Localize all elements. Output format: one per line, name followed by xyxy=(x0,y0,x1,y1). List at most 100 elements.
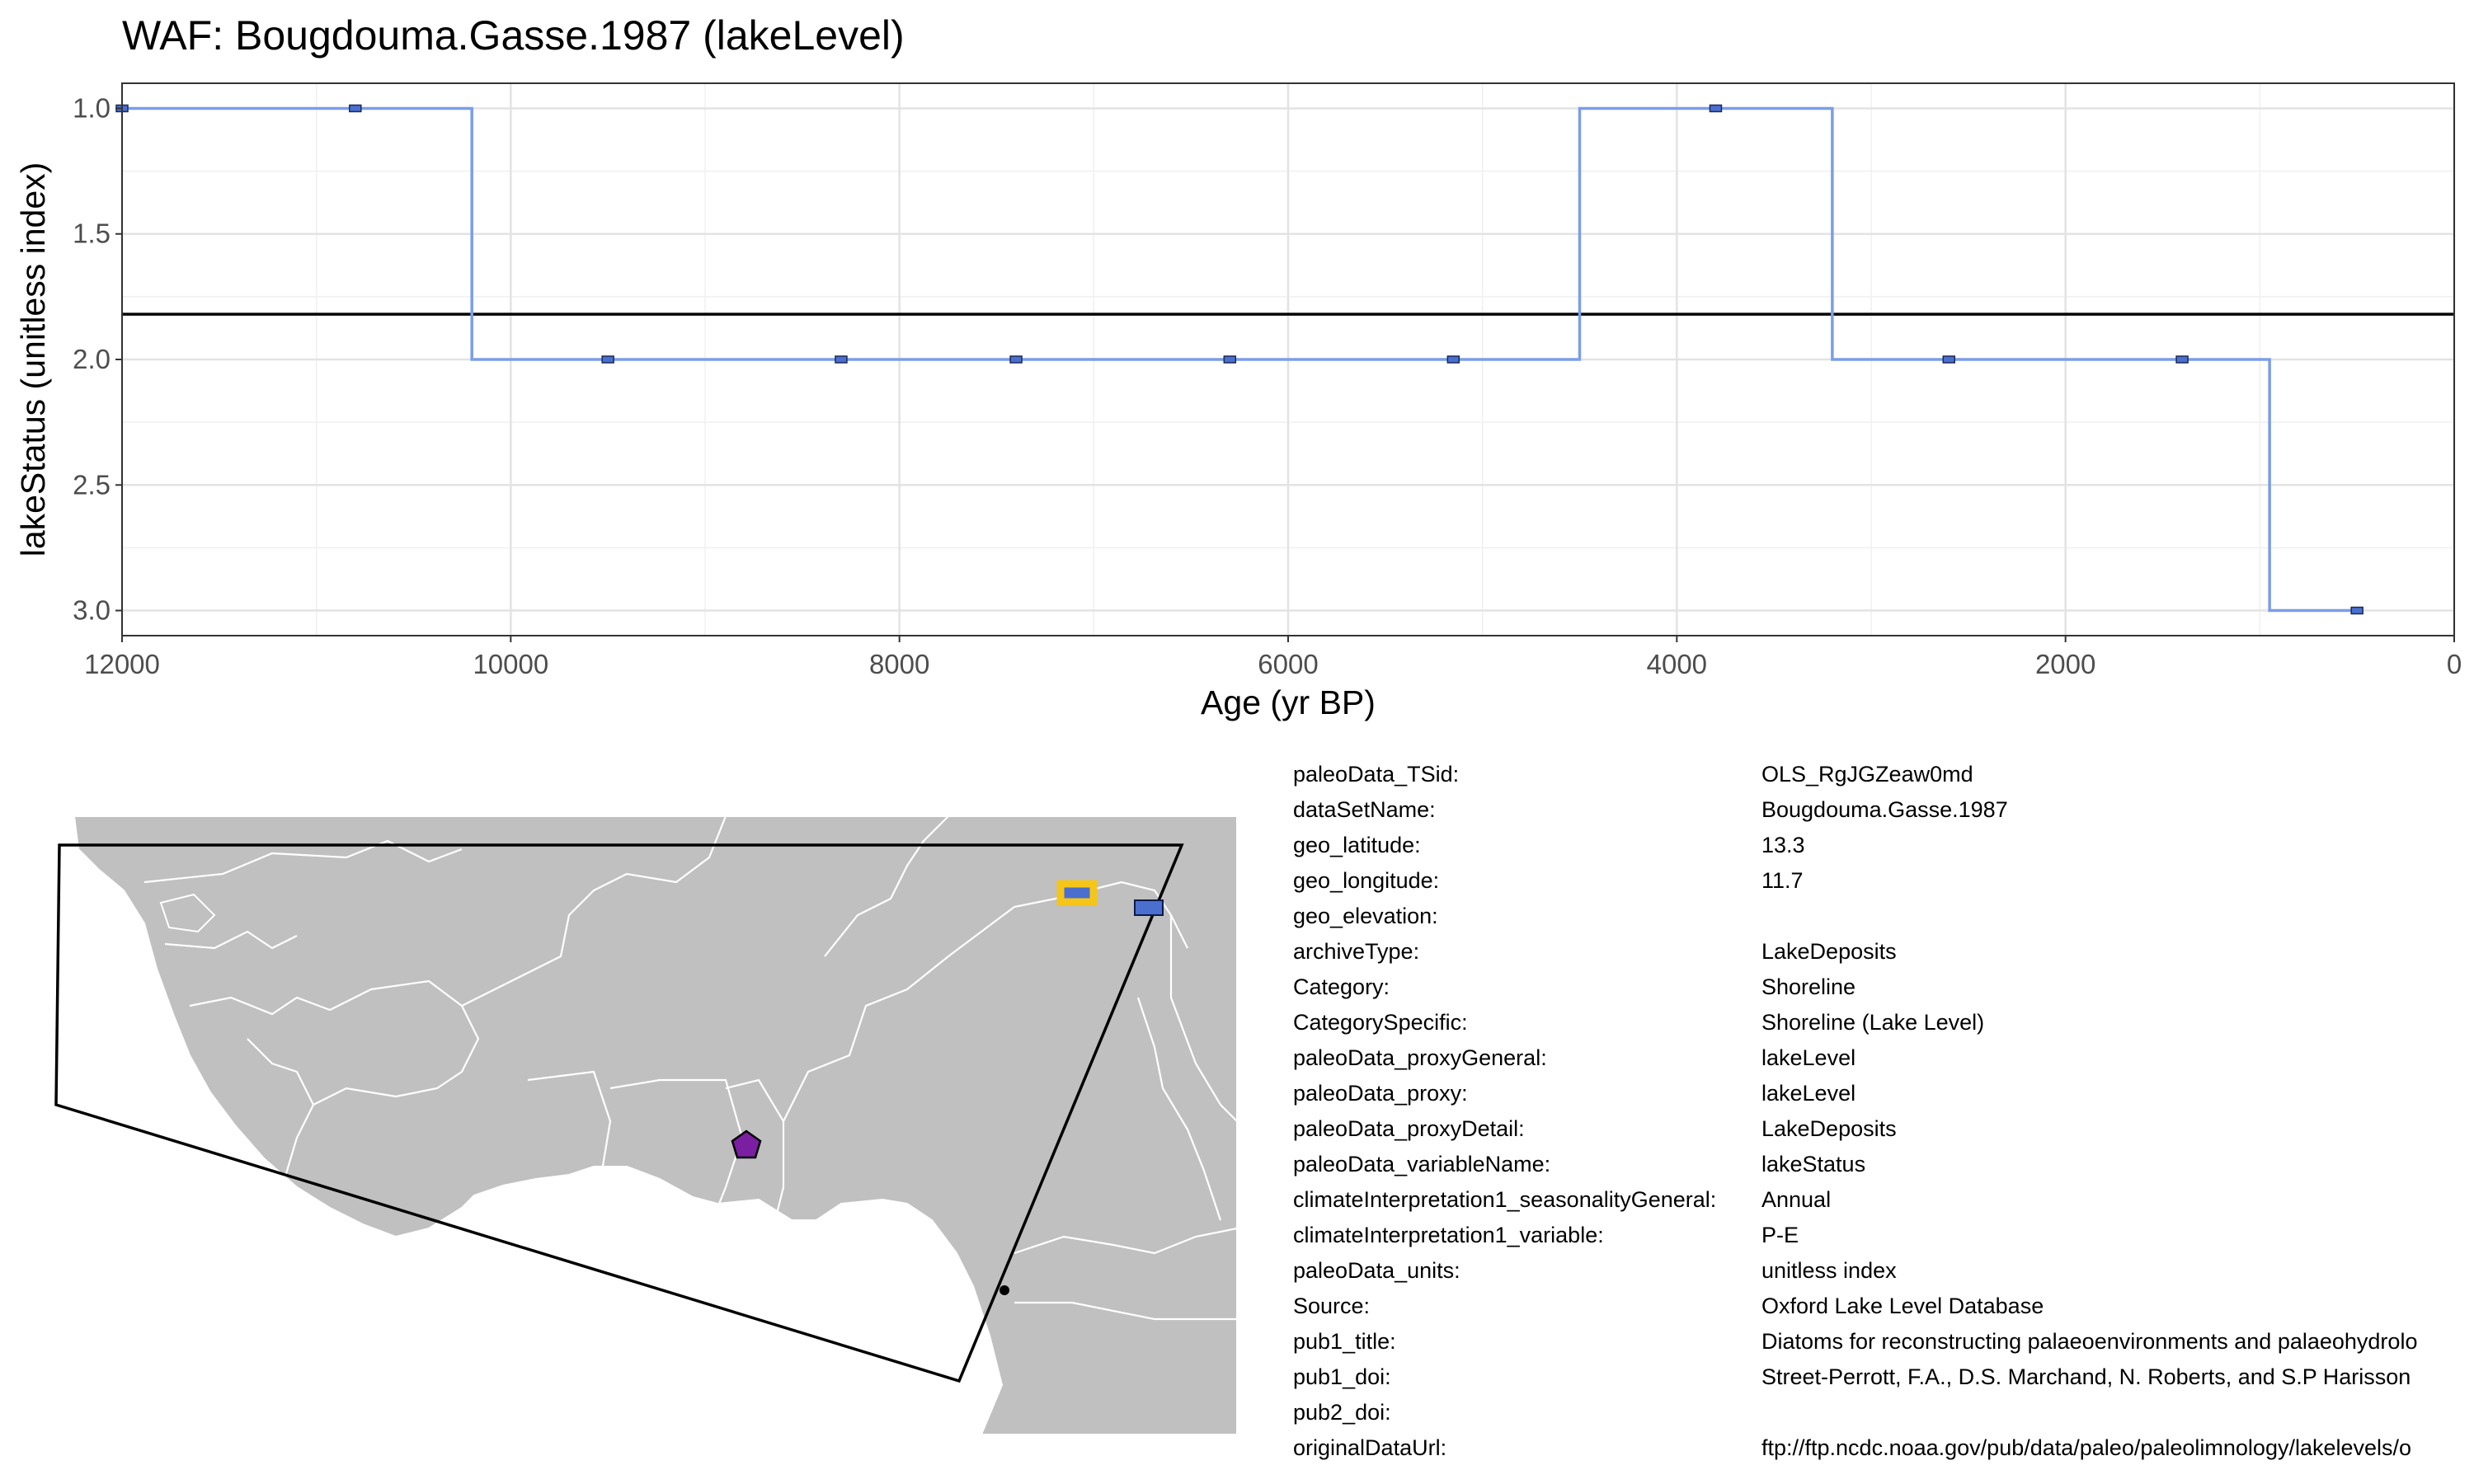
step-series xyxy=(122,106,2358,613)
data-point-marker xyxy=(349,104,362,113)
metadata-key: paleoData_variableName: xyxy=(1293,1152,1551,1176)
metadata-value: lakeStatus xyxy=(1761,1152,1866,1176)
other-site-dot-marker xyxy=(999,1285,1009,1295)
metadata-key: Category: xyxy=(1293,974,1390,999)
map-boundary-box xyxy=(54,843,1184,1383)
metadata-row: geo_elevation: xyxy=(1293,904,2474,939)
metadata-value: P-E xyxy=(1761,1223,1799,1247)
map-land xyxy=(0,816,1237,1435)
metadata-row: paleoData_proxyDetail: LakeDeposits xyxy=(1293,1116,2474,1152)
x-tick-label: 12000 xyxy=(84,649,160,679)
metadata-key: dataSetName: xyxy=(1293,797,1436,822)
metadata-row: pub1_doi: Street-Perrott, F.A., D.S. Marc… xyxy=(1293,1364,2474,1400)
metadata-value: Oxford Lake Level Database xyxy=(1761,1294,2044,1318)
x-tick-label: 6000 xyxy=(1258,649,1318,679)
metadata-row: geo_longitude: 11.7 xyxy=(1293,868,2474,904)
metadata-key: paleoData_proxyGeneral: xyxy=(1293,1045,1547,1070)
data-point-marker xyxy=(1009,355,1023,364)
x-axis-ticks: 12000 10000 8000 6000 4000 2000 0 xyxy=(84,636,2462,679)
y-tick-label: 1.0 xyxy=(73,92,111,123)
x-tick-label: 0 xyxy=(2447,649,2462,679)
metadata-key: geo_longitude: xyxy=(1293,868,1440,893)
metadata-value: Shoreline (Lake Level) xyxy=(1761,1010,1985,1035)
metadata-row: paleoData_proxyGeneral: lakeLevel xyxy=(1293,1045,2474,1081)
y-axis-ticks: 1.0 1.5 2.0 2.5 3.0 xyxy=(73,92,122,626)
metadata-value: Street-Perrott, F.A., D.S. Marchand, N. … xyxy=(1761,1364,2411,1389)
y-tick-label: 1.5 xyxy=(73,218,111,249)
chart-title: WAF: Bougdouma.Gasse.1987 (lakeLevel) xyxy=(122,12,905,59)
y-tick-label: 2.5 xyxy=(73,469,111,500)
metadata-key: paleoData_units: xyxy=(1293,1258,1460,1283)
metadata-key: Source: xyxy=(1293,1294,1371,1318)
x-tick-label: 8000 xyxy=(869,649,929,679)
data-point-marker xyxy=(1942,355,1956,364)
data-point-marker xyxy=(2175,355,2189,364)
metadata-key: paleoData_proxy: xyxy=(1293,1081,1468,1106)
location-map xyxy=(0,816,1237,1435)
metadata-value: unitless index xyxy=(1761,1258,1897,1283)
metadata-key: pub2_doi: xyxy=(1293,1400,1391,1425)
metadata-row: dataSetName: Bougdouma.Gasse.1987 xyxy=(1293,797,2474,833)
y-axis-title: lakeStatus (unitless index) xyxy=(14,162,52,557)
metadata-value: lakeLevel xyxy=(1761,1045,1856,1070)
west-coast-islands xyxy=(159,893,216,933)
data-point-marker xyxy=(1223,355,1237,364)
metadata-row: pub1_title: Diatoms for reconstructing pa… xyxy=(1293,1329,2474,1364)
x-tick-label: 2000 xyxy=(2035,649,2095,679)
data-point-marker xyxy=(1709,104,1723,113)
metadata-row: Source: Oxford Lake Level Database xyxy=(1293,1294,2474,1329)
metadata-row: geo_latitude: 13.3 xyxy=(1293,833,2474,868)
metadata-key: archiveType: xyxy=(1293,939,1420,964)
metadata-row: paleoData_units: unitless index xyxy=(1293,1258,2474,1294)
data-point-marker xyxy=(601,355,614,364)
data-point-marker xyxy=(2350,606,2363,615)
metadata-value: OLS_RgJGZeaw0md xyxy=(1761,762,1973,787)
other-site-pentagon-marker xyxy=(731,1129,762,1159)
metadata-value: Annual xyxy=(1761,1187,1832,1212)
metadata-row: climateInterpretation1_seasonalityGenera… xyxy=(1293,1187,2474,1223)
metadata-key: geo_elevation: xyxy=(1293,904,1438,928)
x-tick-label: 4000 xyxy=(1647,649,1707,679)
metadata-value: Shoreline xyxy=(1761,974,1856,999)
metadata-value: 13.3 xyxy=(1761,833,1805,857)
metadata-key: paleoData_TSid: xyxy=(1293,762,1460,787)
highlight-site-marker xyxy=(1056,880,1098,906)
metadata-row: climateInterpretation1_variable: P-E xyxy=(1293,1223,2474,1258)
timeseries-chart: WAF: Bougdouma.Gasse.1987 (lakeLevel) 12… xyxy=(14,12,2462,721)
metadata-key: climateInterpretation1_variable: xyxy=(1293,1223,1604,1247)
metadata-value: Bougdouma.Gasse.1987 xyxy=(1761,797,2008,822)
metadata-row: pub2_doi: xyxy=(1293,1400,2474,1435)
metadata-key: pub1_title: xyxy=(1293,1329,1396,1354)
metadata-row: paleoData_TSid: OLS_RgJGZeaw0md xyxy=(1293,762,2474,797)
metadata-value: LakeDeposits xyxy=(1761,939,1897,964)
metadata-table: paleoData_TSid: OLS_RgJGZeaw0md dataSetNam… xyxy=(1293,762,2474,1484)
x-axis-title: Age (yr BP) xyxy=(1201,683,1376,721)
metadata-row: Category: Shoreline xyxy=(1293,974,2474,1010)
y-tick-label: 2.0 xyxy=(73,344,111,374)
metadata-value: 11.7 xyxy=(1761,868,1804,893)
metadata-row: originalDataUrl: ftp://ftp.ncdc.noaa.gov/… xyxy=(1293,1435,2474,1471)
metadata-value: lakeLevel xyxy=(1761,1081,1856,1106)
metadata-row: paleoData_proxy: lakeLevel xyxy=(1293,1081,2474,1116)
metadata-value: LakeDeposits xyxy=(1761,1116,1897,1141)
data-point-marker xyxy=(1446,355,1460,364)
metadata-row: CategorySpecific: Shoreline (Lake Level) xyxy=(1293,1010,2474,1045)
metadata-value: Diatoms for reconstructing palaeoenviron… xyxy=(1761,1329,2418,1354)
metadata-row: paleoData_variableName: lakeStatus xyxy=(1293,1152,2474,1187)
metadata-key: pub1_doi: xyxy=(1293,1364,1391,1389)
metadata-key: geo_latitude: xyxy=(1293,833,1421,857)
lake-status-step-line xyxy=(122,106,2358,613)
data-point-marker xyxy=(835,355,848,364)
west-africa-landmass xyxy=(73,816,1237,1435)
metadata-key: originalDataUrl: xyxy=(1293,1435,1447,1460)
country-borders xyxy=(143,816,1237,1321)
metadata-key: CategorySpecific: xyxy=(1293,1010,1468,1035)
metadata-value: ftp://ftp.ncdc.noaa.gov/pub/data/paleo/p… xyxy=(1761,1435,2412,1460)
y-tick-label: 3.0 xyxy=(73,595,111,626)
metadata-row: archiveType: LakeDeposits xyxy=(1293,939,2474,974)
current-site-marker xyxy=(1134,899,1164,916)
x-tick-label: 10000 xyxy=(473,649,548,679)
plot-panel xyxy=(115,82,2456,636)
metadata-key: climateInterpretation1_seasonalityGenera… xyxy=(1293,1187,1717,1212)
metadata-key: paleoData_proxyDetail: xyxy=(1293,1116,1525,1141)
